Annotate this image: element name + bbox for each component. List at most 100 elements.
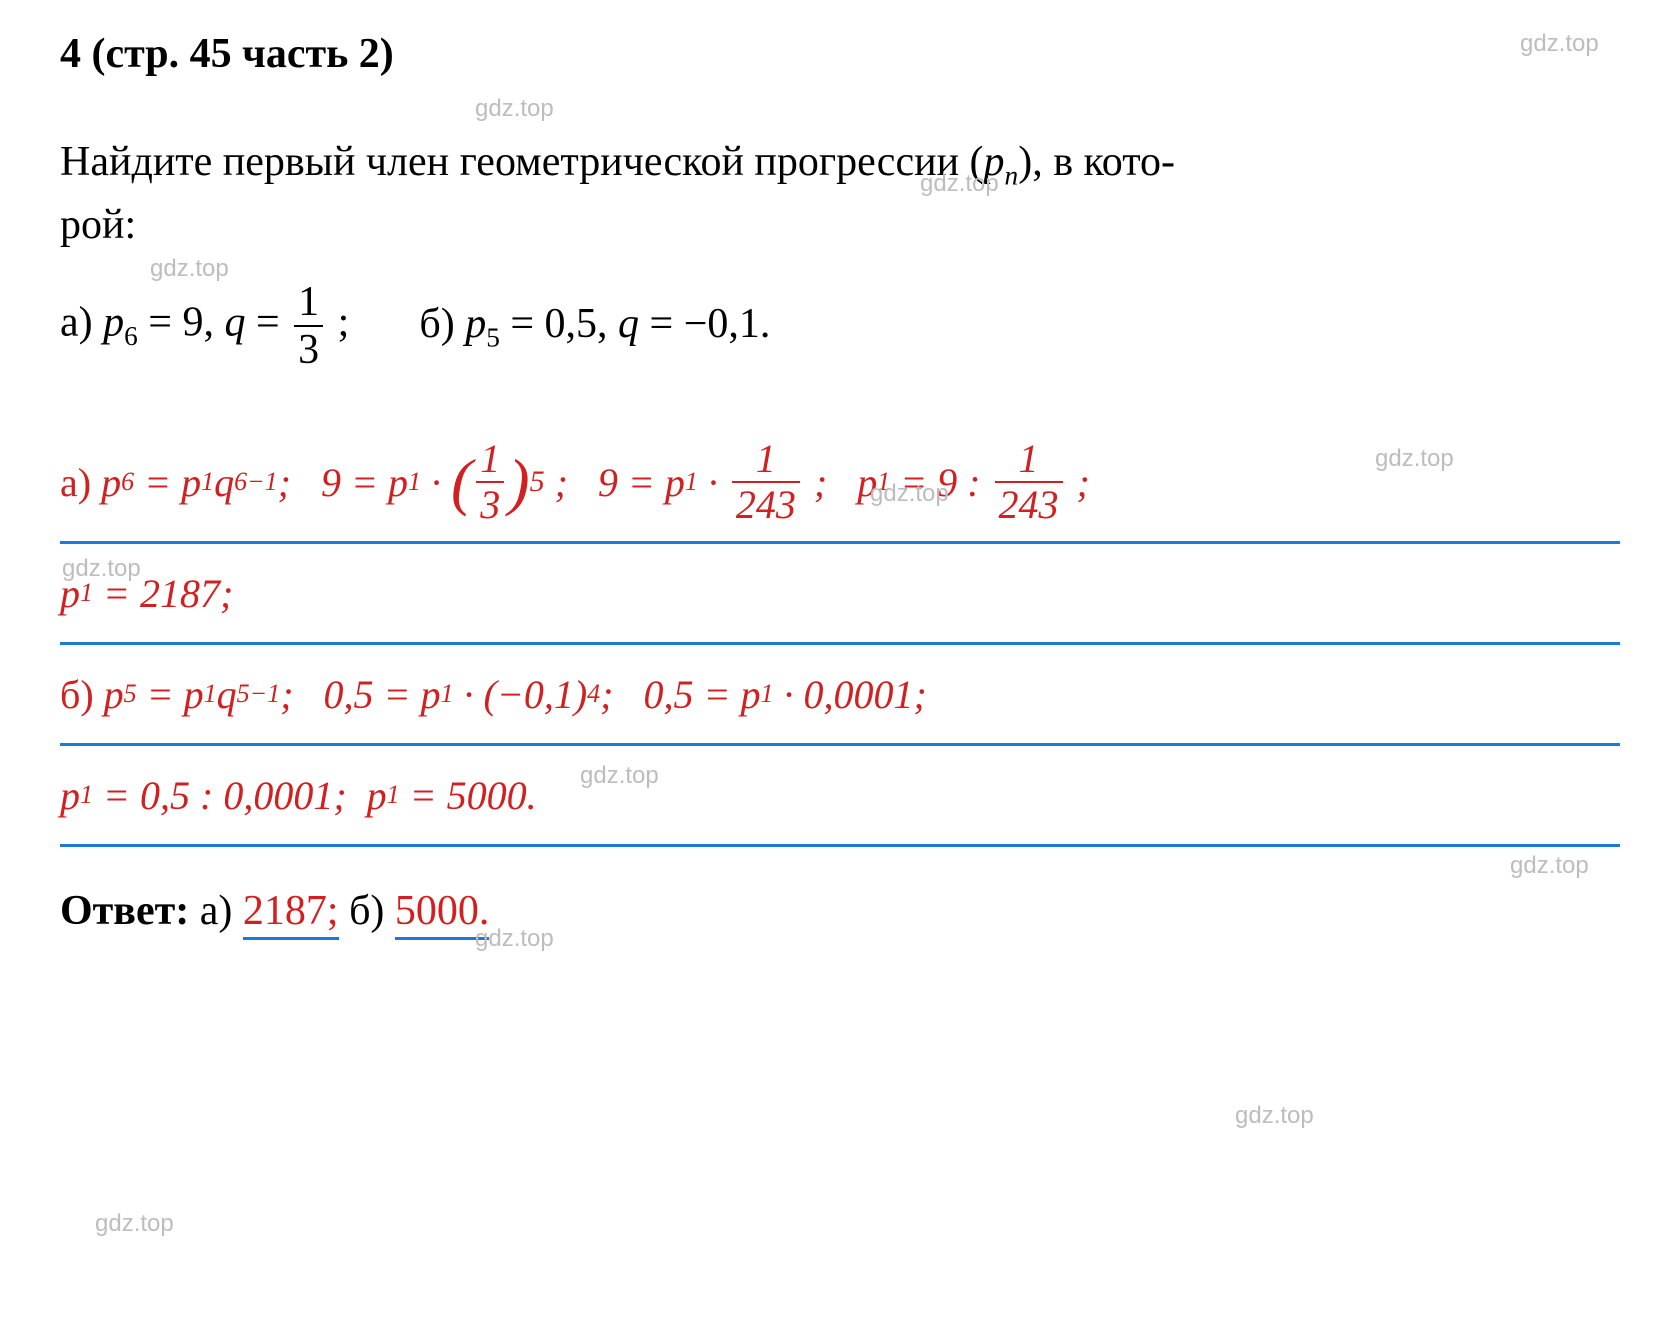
solution-text: =: [137, 671, 184, 718]
given-row: а) p6 = 9, q = 13 ; б) p5 = 0,5, q = −0,…: [60, 279, 1620, 373]
solution-text: а): [60, 459, 101, 506]
given-b: б) p5 = 0,5, q = −0,1.: [419, 300, 770, 353]
solution-text: q: [217, 671, 237, 718]
given-b-eq1: = 0,5,: [500, 301, 618, 347]
fraction-den: 243: [995, 483, 1063, 527]
subscript: 1: [80, 780, 93, 810]
solution-text: ; 9 =: [545, 459, 665, 506]
given-b-eq2: = −0,1.: [639, 301, 770, 347]
solution-text: б): [60, 671, 104, 718]
subscript: 1: [201, 467, 214, 497]
given-b-p-sub: 5: [486, 322, 500, 352]
superscript: 6−1: [234, 467, 278, 497]
solution-line: p1 = 0,5 : 0,0001; p1 = 5000.: [60, 746, 1620, 847]
solution-line: б) p5 = p1q5−1; 0,5 = p1 · (−0,1)4; 0,5 …: [60, 645, 1620, 746]
watermark: gdz.top: [1510, 852, 1589, 880]
superscript: 4: [587, 679, 600, 709]
given-b-label: б): [419, 301, 465, 347]
watermark: gdz.top: [870, 480, 949, 508]
solution-text: = 5000.: [400, 772, 537, 819]
solution-text: p: [421, 671, 441, 718]
answer-b-prefix: б): [339, 888, 395, 934]
fraction: 1243: [732, 437, 800, 527]
solution-text: p: [665, 459, 685, 506]
watermark: gdz.top: [475, 925, 554, 953]
solution-text: ; 9 =: [278, 459, 388, 506]
prompt-line-2: рой:: [60, 201, 1620, 249]
subscript: 1: [204, 679, 217, 709]
watermark: gdz.top: [1235, 1102, 1314, 1130]
superscript: 5: [530, 465, 545, 499]
given-b-q: q: [618, 301, 639, 347]
solution-text: ; 0,5 =: [600, 671, 740, 718]
prompt-suffix: , в кото-: [1032, 139, 1175, 185]
fraction-num: 1: [476, 437, 504, 481]
subscript: 5: [124, 679, 137, 709]
solution-text: ;: [1067, 459, 1090, 506]
given-a-frac: 13: [294, 279, 323, 373]
solution-text: = 0,5 : 0,0001;: [93, 772, 367, 819]
answer-a-value: 2187;: [243, 887, 339, 940]
solution-text: q: [214, 459, 234, 506]
solution-text: ;: [804, 459, 857, 506]
watermark: gdz.top: [920, 170, 999, 198]
page-root: 4 (стр. 45 часть 2) Найдите первый член …: [0, 0, 1680, 980]
solution-text: =: [134, 459, 181, 506]
subscript: 1: [387, 780, 400, 810]
given-a-p-sub: 6: [124, 321, 138, 351]
watermark: gdz.top: [95, 1210, 174, 1238]
prompt-line-1: Найдите первый член геометрической прогр…: [60, 138, 1620, 191]
watermark: gdz.top: [580, 762, 659, 790]
fraction-num: 1: [1015, 437, 1043, 481]
fraction-num: 1: [752, 437, 780, 481]
watermark: gdz.top: [62, 555, 141, 583]
fraction-den: 3: [476, 483, 504, 527]
fraction-den: 243: [732, 483, 800, 527]
given-b-p: p: [465, 301, 486, 347]
title: 4 (стр. 45 часть 2): [60, 30, 1620, 78]
solution-text: p: [101, 459, 121, 506]
answer-label: Ответ:: [60, 888, 189, 934]
given-a: а) p6 = 9, q = 13 ;: [60, 279, 349, 373]
given-a-q: q: [224, 300, 245, 346]
solution-text: ·: [421, 459, 451, 506]
watermark: gdz.top: [1375, 445, 1454, 473]
solution-line: p1 = 2187;: [60, 544, 1620, 645]
solution-text: p: [60, 772, 80, 819]
subscript: 1: [408, 467, 421, 497]
solution-text: p: [181, 459, 201, 506]
prompt-var-sub: n: [1005, 160, 1019, 190]
fraction: 13: [476, 437, 504, 527]
fraction: 1243: [995, 437, 1063, 527]
given-a-eq1: = 9,: [138, 300, 225, 346]
given-a-p: p: [103, 300, 124, 346]
solution-text: · (−0,1): [454, 671, 588, 718]
given-a-semi: ;: [327, 300, 349, 346]
subscript: 1: [685, 467, 698, 497]
answer-a-prefix: а): [189, 888, 243, 934]
given-a-frac-num: 1: [294, 279, 323, 325]
solution-line: а) p6 = p1q6−1; 9 = p1 · (13)5 ; 9 = p1 …: [60, 423, 1620, 544]
paren-close: ): [508, 463, 529, 501]
paren-open: (: [451, 463, 472, 501]
solution-text: p: [367, 772, 387, 819]
solution-text: p: [388, 459, 408, 506]
superscript: 5−1: [237, 679, 281, 709]
solution-text: ·: [698, 459, 728, 506]
solution-text: ; 0,5 =: [280, 671, 420, 718]
prompt-paren-close: ): [1018, 139, 1032, 185]
solution-text: · 0,0001;: [773, 671, 926, 718]
given-a-frac-den: 3: [294, 327, 323, 373]
given-a-label: а): [60, 300, 103, 346]
watermark: gdz.top: [150, 255, 229, 283]
subscript: 1: [760, 679, 773, 709]
solution-text: p: [184, 671, 204, 718]
solution-block: а) p6 = p1q6−1; 9 = p1 · (13)5 ; 9 = p1 …: [60, 423, 1620, 847]
answer-line: Ответ: а) 2187; б) 5000.: [60, 887, 1620, 940]
given-a-eq2: =: [245, 300, 290, 346]
solution-text: p: [740, 671, 760, 718]
prompt-prefix: Найдите первый член геометрической прогр…: [60, 139, 970, 185]
subscript: 6: [121, 467, 134, 497]
subscript: 1: [441, 679, 454, 709]
solution-text: p: [104, 671, 124, 718]
